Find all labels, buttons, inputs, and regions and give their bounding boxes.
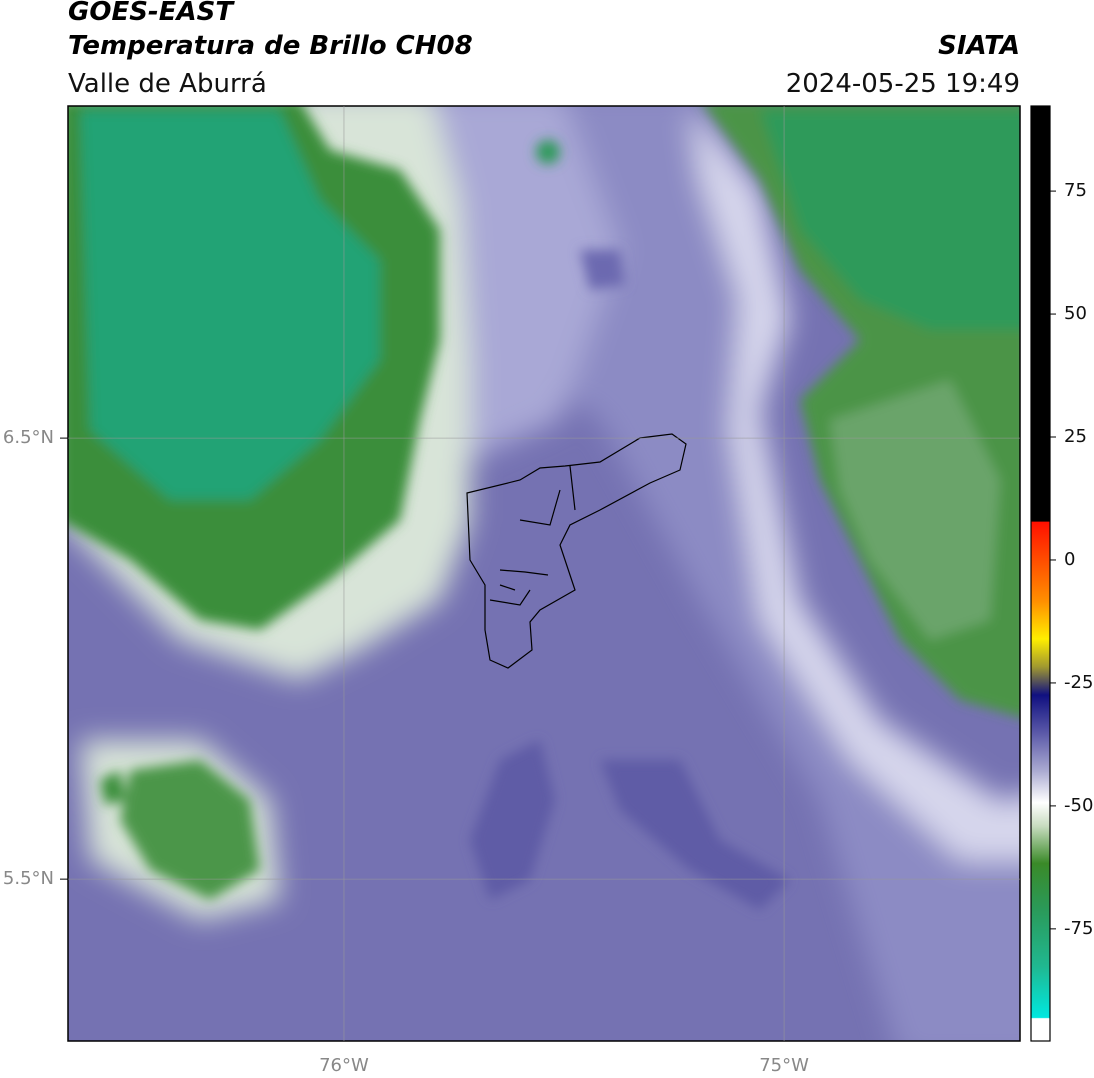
timestamp: 2024-05-25 19:49 xyxy=(786,69,1020,99)
colorbar xyxy=(1030,105,1051,1042)
lat-label: 5.5°N xyxy=(3,868,54,889)
colorbar-tick-label: 25 xyxy=(1064,426,1087,447)
colorbar-tick-label: -75 xyxy=(1064,918,1093,939)
colorbar-tick-label: 50 xyxy=(1064,303,1087,324)
lon-label: 75°W xyxy=(759,1055,809,1076)
map-image xyxy=(68,106,1020,1041)
lat-label: 6.5°N xyxy=(3,427,54,448)
lon-label: 76°W xyxy=(319,1055,369,1076)
map-frame xyxy=(67,105,1021,1042)
region: Valle de Aburrá xyxy=(68,69,267,99)
source: SIATA xyxy=(938,31,1020,61)
title: GOES-EAST xyxy=(68,0,235,27)
colorbar-tick-label: -25 xyxy=(1064,672,1093,693)
subtitle: Temperatura de Brillo CH08 xyxy=(68,31,473,61)
colorbar-tick-label: -50 xyxy=(1064,795,1093,816)
colorbar-tick-label: 0 xyxy=(1064,549,1075,570)
colorbar-tick-label: 75 xyxy=(1064,180,1087,201)
